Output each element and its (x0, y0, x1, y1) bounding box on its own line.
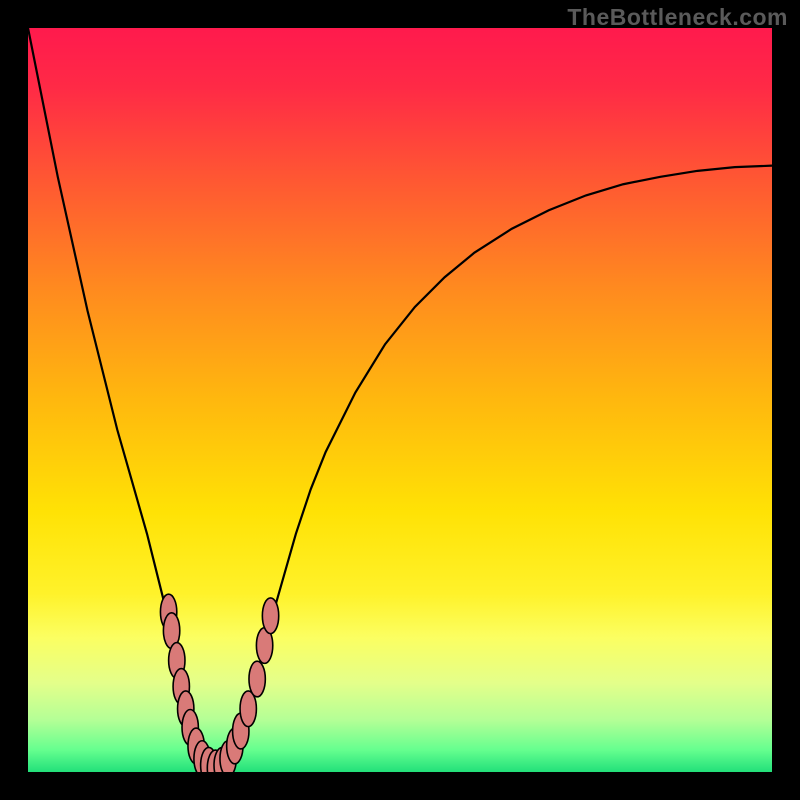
plot-area (28, 28, 772, 772)
marker-point (249, 661, 265, 697)
watermark-text: TheBottleneck.com (567, 4, 788, 31)
chart-frame: TheBottleneck.com (0, 0, 800, 800)
plot-svg (28, 28, 772, 772)
gradient-background (28, 28, 772, 772)
marker-point (262, 598, 278, 634)
